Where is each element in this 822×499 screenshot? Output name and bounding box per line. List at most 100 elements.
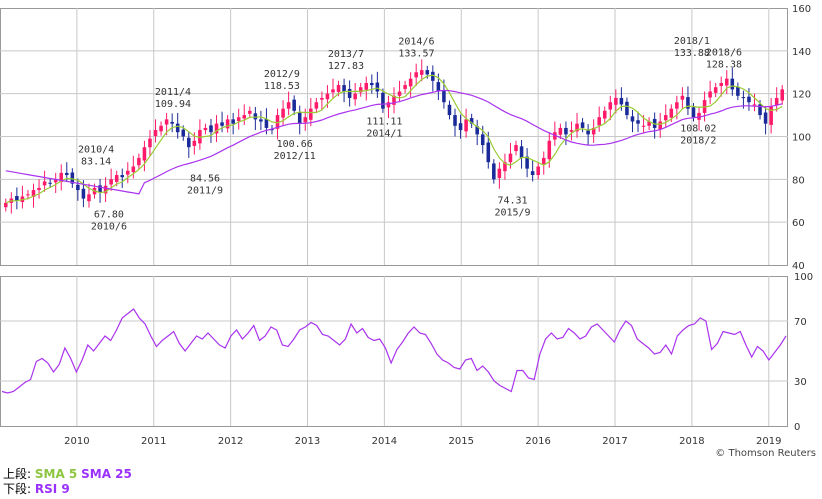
candle-body — [281, 108, 285, 118]
candle-body — [769, 106, 773, 125]
annotation-label: 127.83 — [328, 61, 364, 72]
candle-body — [414, 72, 418, 78]
candle-body — [148, 138, 152, 148]
x-tick-label: 2013 — [295, 436, 320, 447]
candle-body — [503, 162, 507, 172]
sma5-line — [5, 74, 783, 204]
candle-body — [508, 153, 513, 163]
legend-sma25: SMA 25 — [81, 467, 132, 481]
candle-body — [42, 181, 47, 186]
candle-body — [259, 119, 263, 122]
x-tick-label: 2018 — [679, 436, 704, 447]
candle-body — [541, 157, 546, 164]
annotation-label: 108.02 — [680, 123, 716, 134]
price-y-tick-label: 160 — [792, 4, 811, 15]
price-y-tick-label: 100 — [792, 133, 811, 144]
candle-body — [31, 190, 36, 197]
candle-body — [497, 168, 502, 179]
candle-body — [386, 102, 391, 108]
candle-body — [758, 104, 762, 116]
candle-body — [780, 89, 785, 101]
candle-body — [403, 85, 407, 89]
candle-body — [586, 130, 590, 135]
candle-body — [486, 142, 491, 163]
candle-body — [453, 115, 457, 126]
candle-body — [231, 119, 235, 124]
annotation-label: 2018/1 — [674, 36, 710, 47]
candle-body — [425, 70, 430, 75]
annotation-label: 118.53 — [264, 81, 300, 92]
candle-body — [597, 117, 601, 126]
candle-body — [286, 102, 291, 109]
candle-body — [347, 88, 352, 98]
annotation-label: 2018/2 — [680, 135, 716, 146]
candle-body — [697, 112, 701, 120]
candle-body — [325, 93, 330, 100]
rsi-y-tick-label: 70 — [794, 317, 807, 328]
x-tick-label: 2012 — [218, 436, 243, 447]
candle-body — [203, 127, 208, 131]
candle-body — [564, 127, 568, 135]
candle-body — [153, 130, 158, 137]
candle-body — [752, 104, 757, 106]
annotation-label: 2014/1 — [366, 129, 402, 140]
candle-body — [492, 163, 496, 180]
candle-body — [763, 112, 768, 124]
candle-body — [114, 175, 119, 182]
candle-body — [569, 130, 574, 132]
candle-body — [37, 187, 41, 191]
candle-body — [630, 116, 635, 122]
candle-body — [691, 107, 696, 118]
candle-body — [81, 188, 86, 199]
annotation-label: 83.14 — [81, 157, 111, 168]
candle-body — [248, 110, 252, 114]
candle-body — [614, 97, 618, 105]
candle-body — [475, 126, 479, 135]
candle-body — [331, 89, 335, 93]
candle-body — [236, 117, 241, 122]
candle-body — [15, 196, 19, 201]
candle-body — [447, 104, 452, 116]
credit-text: © Thomson Reuters — [715, 448, 816, 459]
candle-body — [436, 82, 441, 92]
candle-body — [730, 78, 735, 90]
price-y-tick-label: 60 — [792, 218, 805, 229]
annotation-label: 133.88 — [674, 48, 710, 59]
candle-body — [480, 134, 485, 146]
candle-body — [159, 125, 163, 132]
candle-body — [397, 91, 402, 96]
candle-body — [641, 125, 646, 127]
candle-body — [264, 118, 269, 128]
candle-body — [442, 90, 446, 103]
candle-body — [314, 102, 319, 109]
candle-body — [253, 113, 258, 120]
annotation-label: 2011/9 — [187, 186, 223, 197]
candle-body — [275, 115, 280, 129]
annotation-label: 2010/6 — [91, 221, 127, 232]
candle-body — [619, 97, 624, 105]
candle-body — [558, 127, 563, 135]
sma25-line — [5, 89, 783, 195]
candle-body — [320, 97, 324, 100]
candle-body — [419, 70, 424, 75]
annotation-label: 111.11 — [366, 117, 402, 128]
price-y-tick-label: 80 — [792, 175, 805, 186]
annotation-label: 109.94 — [155, 99, 191, 110]
x-tick-label: 2017 — [602, 436, 627, 447]
annotation-label: 2012/11 — [274, 151, 316, 162]
rsi-y-tick-label: 0 — [794, 422, 800, 433]
candle-body — [336, 85, 341, 92]
candle-body — [292, 99, 296, 111]
candle-body — [270, 129, 274, 131]
candle-body — [608, 102, 613, 110]
candle-body — [120, 175, 125, 178]
candle-body — [209, 125, 213, 133]
annotation-label: 74.31 — [497, 196, 527, 207]
candle-body — [26, 194, 30, 196]
annotation-label: 128.38 — [706, 60, 742, 71]
candle-body — [126, 170, 130, 175]
candle-body — [65, 172, 69, 176]
candle-body — [708, 91, 712, 98]
candle-body — [59, 172, 64, 182]
